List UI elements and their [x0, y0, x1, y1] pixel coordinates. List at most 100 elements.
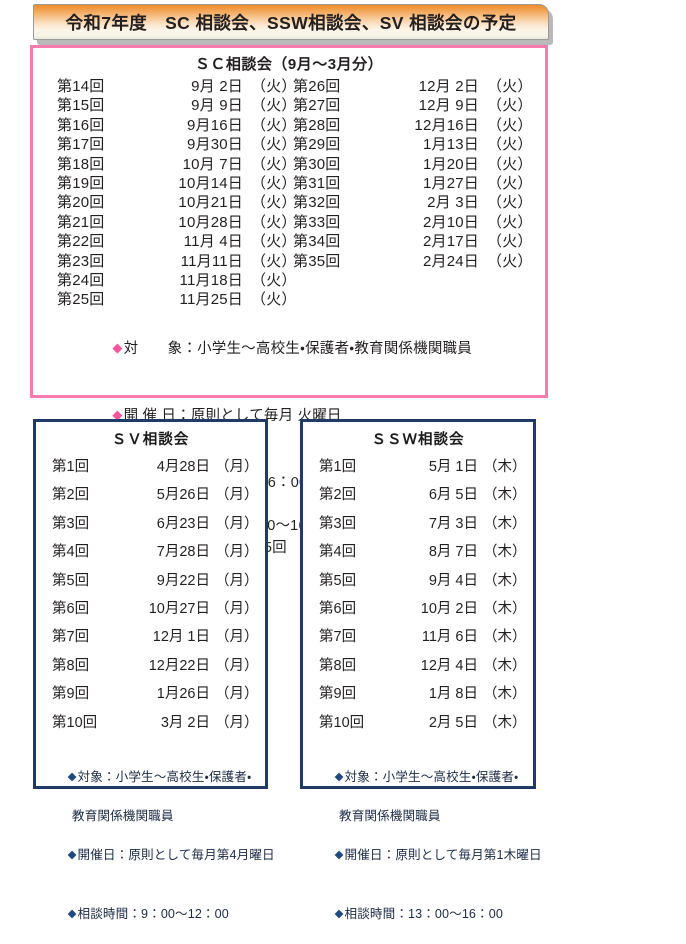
ssw-session-date: 12月 4日 [420, 657, 478, 674]
sv-session-date: 7月28日 [156, 544, 210, 561]
sc-session-number: 第24回 [57, 272, 105, 290]
sc-session-weekday: （火） [251, 213, 297, 231]
sv-row: 第4回 7月28日 （月） [52, 538, 259, 566]
ssw-session-number: 第9回 [319, 686, 357, 703]
sc-row: 第34回 2月17日 （火） [293, 232, 533, 251]
sv-session-date: 6月23日 [156, 515, 210, 532]
sv-row: 第3回 6月23日 （月） [52, 510, 259, 538]
sc-consultation-panel: ＳＣ相談会（9月～3月分） 第14回 9月 2日 （火） 第15回 9月 9日 （火） 第1… [30, 45, 548, 556]
ssw-session-weekday: （木） [483, 657, 527, 674]
sv-session-number: 第6回 [52, 601, 90, 618]
sc-row: 第15回 9月 9日 （火） [57, 96, 297, 115]
ssw-session-weekday: （木） [483, 601, 527, 618]
ssw-session-weekday: （木） [483, 572, 527, 589]
sc-row: 第35回 2月24日 （火） [293, 252, 532, 271]
sc-row: 第21回 10月28日 （火） [57, 213, 297, 232]
sv-session-date: 12月22日 [148, 657, 210, 674]
sv-note-schedule: ◆開催日：原則として毎月第4月曜日 [46, 826, 275, 885]
sc-session-number: 第21回 [57, 213, 105, 231]
ssw-note-hours-text: 相談時間：13：00～16：00 [344, 906, 503, 921]
sv-session-date: 3月 2日 [160, 714, 210, 731]
sv-session-weekday: （月） [215, 714, 259, 731]
sv-session-number: 第2回 [52, 487, 90, 504]
sc-session-date: 10月14日 [178, 175, 243, 193]
sc-session-weekday: （火） [251, 116, 297, 134]
sc-session-date: 12月 2日 [418, 78, 479, 95]
ssw-session-number: 第5回 [319, 572, 357, 589]
sc-session-number: 第17回 [57, 136, 105, 154]
ssw-row: 第10回 2月 5日 （木） [319, 709, 527, 737]
sc-session-number: 第15回 [57, 97, 105, 115]
sv-session-weekday: （月） [215, 544, 259, 561]
sv-session-weekday: （月） [215, 515, 259, 532]
sc-session-weekday: （火） [251, 175, 297, 193]
ssw-session-weekday: （木） [483, 544, 527, 561]
sc-session-date: 1月20日 [422, 155, 479, 173]
ssw-note-target: ◆対象：小学生～高校生・保護者・ [313, 748, 533, 807]
sc-session-weekday: （火） [487, 194, 533, 212]
ssw-session-date: 8月 7日 [428, 544, 478, 561]
sc-row: 第30回 1月20日 （火） [293, 155, 532, 174]
sc-row: 第32回 2月 3日 （火） [293, 193, 533, 212]
diamond-bullet-icon: ◆ [112, 340, 123, 356]
sv-session-weekday: （月） [215, 572, 259, 589]
ssw-session-weekday: （木） [483, 686, 527, 703]
sc-session-date: 1月27日 [422, 175, 479, 193]
sv-notes: ◆対象：小学生～高校生・保護者・ 教育関係機関職員 ◆開催日：原則として毎月第4… [36, 748, 275, 944]
sv-consultation-panel: ＳＶ相談会 第1回 4月28日 （月） 第2回 5月26日 （月） 第3回 6月23日 （月）第… [33, 419, 275, 921]
sc-session-weekday: （火） [487, 97, 533, 115]
sc-row: 第22回 11月 4日 （火） [57, 232, 296, 251]
sc-panel-heading: ＳＣ相談会（9月～3月分） [194, 56, 384, 73]
sc-session-date: 2月17日 [422, 233, 479, 251]
ssw-session-number: 第7回 [319, 629, 357, 646]
sc-session-weekday: （火） [251, 97, 297, 115]
sc-session-date: 12月 9日 [418, 97, 479, 115]
ssw-session-number: 第2回 [319, 487, 357, 504]
sc-session-weekday: （火） [487, 78, 533, 95]
sv-row: 第10回 3月 2日 （月） [52, 709, 259, 737]
sc-row: 第14回 9月 2日 （火） [57, 77, 296, 96]
sv-row: 第5回 9月22日 （月） [52, 567, 259, 595]
sc-session-date: 9月30日 [186, 136, 243, 154]
ssw-session-weekday: （木） [483, 629, 527, 646]
sc-session-weekday: （火） [487, 136, 533, 154]
sc-row: 第27回 12月 9日 （火） [293, 96, 533, 115]
sc-session-weekday: （火） [487, 213, 533, 231]
sc-row: 第25回 11月25日 （火） [57, 290, 296, 309]
sv-note-hours-text: 相談時間：9：00～12：00 [77, 906, 229, 921]
sc-row: 第24回 11月18日 （火） [57, 271, 296, 290]
sv-session-weekday: （月） [215, 686, 259, 703]
sc-session-number: 第14回 [57, 78, 105, 95]
sc-session-weekday: （火） [487, 233, 533, 251]
ssw-session-number: 第6回 [319, 601, 357, 618]
ssw-session-number: 第4回 [319, 544, 357, 561]
sc-session-date: 10月 7日 [182, 155, 243, 173]
ssw-row: 第4回 8月 7日 （木） [319, 538, 527, 566]
sv-note-hours: ◆相談時間：9：00～12：00 [46, 885, 265, 944]
ssw-schedule-rows: 第1回 5月 1日 （木） 第2回 6月 5日 （木） 第3回 7月 3日 （木） 第4回 8月 7… [303, 453, 533, 737]
sc-session-number: 第26回 [293, 78, 341, 95]
sc-note-target-text: 対 象：小学生～高校生・保護者・教育関係機関職員 [123, 341, 472, 358]
sc-session-number: 第18回 [57, 155, 105, 173]
ssw-row: 第6回 10月 2日 （木） [319, 595, 527, 623]
sc-session-date: 10月21日 [178, 194, 243, 212]
diamond-bullet-icon: ◆ [112, 407, 123, 423]
ssw-note-hours: ◆相談時間：13：00～16：00 [313, 885, 533, 944]
ssw-note-schedule-text: 開催日：原則として毎月第1木曜日 [344, 848, 542, 863]
sv-panel-heading: ＳＶ相談会 [111, 432, 190, 448]
sc-session-number: 第28回 [293, 116, 341, 134]
sc-session-date: 11月11日 [180, 252, 243, 270]
ssw-session-date: 11月 6日 [421, 629, 478, 646]
ssw-session-date: 10月 2日 [420, 601, 478, 618]
sv-row: 第6回 10月27日 （月） [52, 595, 259, 623]
sc-session-date: 2月 3日 [427, 194, 479, 212]
sv-session-number: 第5回 [52, 572, 90, 589]
sc-session-date: 11月18日 [179, 272, 243, 290]
sc-session-number: 第23回 [57, 252, 105, 270]
sv-session-number: 第8回 [52, 657, 90, 674]
sv-row: 第8回 12月22日 （月） [52, 652, 259, 680]
ssw-row: 第5回 9月 4日 （木） [319, 567, 527, 595]
sc-session-date: 1月13日 [422, 136, 479, 154]
sc-session-weekday: （火） [251, 155, 297, 173]
sv-session-date: 12月 1日 [152, 629, 210, 646]
